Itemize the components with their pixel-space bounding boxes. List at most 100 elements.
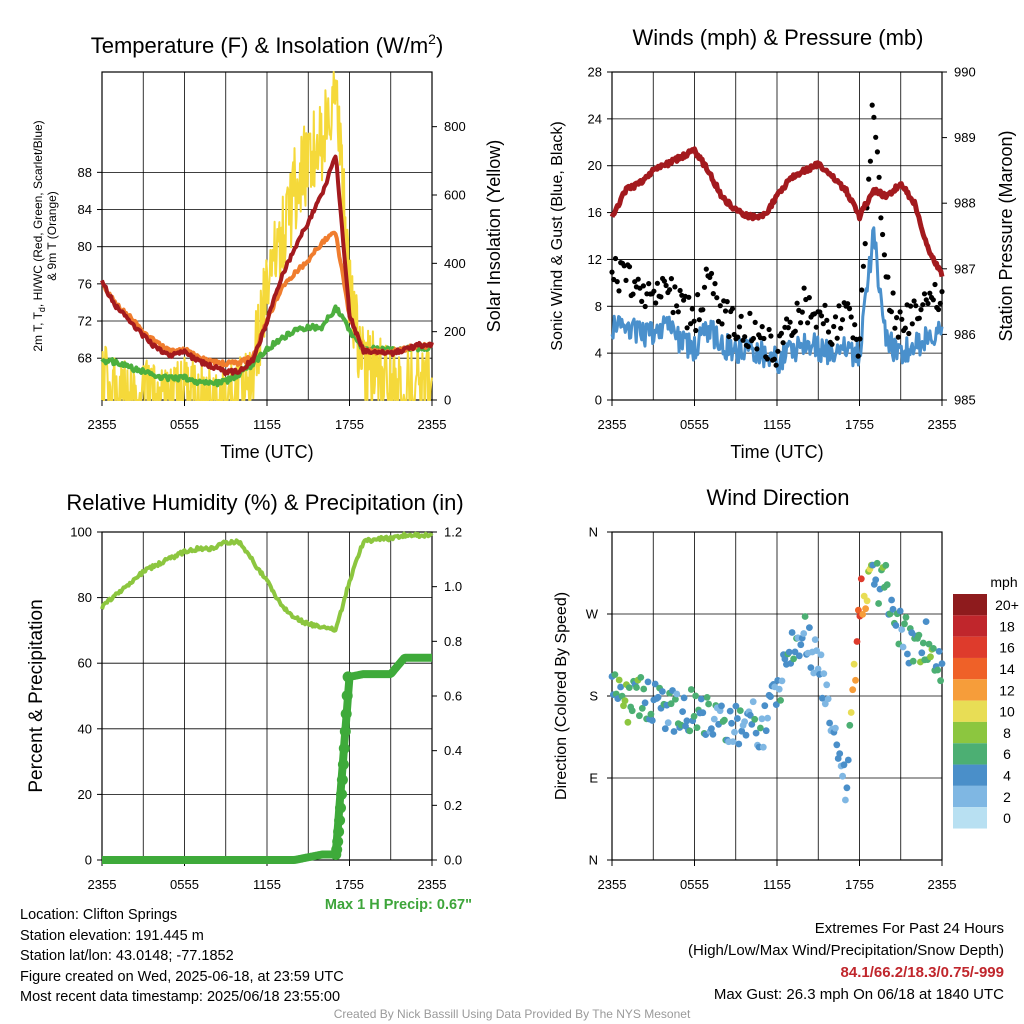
credit-text: Created By Nick Bassill Using Data Provi… [333,1007,691,1021]
wind-direction-point [687,686,695,693]
wind-direction-point [735,740,743,748]
colorbar-swatch [953,594,987,616]
gust-point [894,315,900,321]
wind-direction-point [840,761,848,769]
gust-point [909,321,915,327]
temp-title-superscript: 2 [428,31,436,47]
gust-point [691,318,697,324]
wind-direction-point [758,715,766,723]
temp-xtick-label: 2355 [418,417,447,432]
location-text: Location: Clifton Springs [20,907,178,923]
precip-point [331,844,343,856]
wind-direction-point [624,718,632,726]
latlon-text: Station lat/lon: 43.0148; -77.1852 [20,948,234,964]
wind-direction-point [817,651,825,659]
temp-xtick-label: 1755 [335,417,364,432]
wind-direction-point [855,606,862,614]
wdir-ytick-label: S [589,689,598,704]
wind-direction-point [843,784,851,792]
colorbar-swatch [953,721,987,744]
wind-direction-point [918,649,926,657]
gust-point [794,300,800,306]
gust-point [750,335,757,342]
wind-direction-point [731,728,738,736]
wind-direction-point [762,727,770,735]
wind-direction-point [654,693,662,701]
wdir-ytick-label: E [589,771,598,786]
temp-xtick-label: 1155 [253,417,281,432]
rh-ylabel: Percent & Precipitation [26,599,47,792]
gust-point [906,330,912,337]
wind-direction-point [896,607,904,615]
gust-point [670,309,676,316]
wind-direction-point [705,700,712,708]
wdir-ytick-label: N [589,525,598,540]
wind-direction-point [902,613,910,621]
rh-ytick-label: 100 [70,525,92,540]
gust-point [937,300,943,306]
colorbar-swatch [953,785,987,808]
colorbar-label: 12 [999,682,1015,698]
wind-direction-point [922,618,930,625]
wind-direction-point [686,727,694,735]
gust-point [684,325,690,331]
gust-point [890,290,896,296]
wind-direction-point [667,700,675,708]
wind-direction-point [832,724,839,732]
wind-direction-point [807,664,815,671]
colorbar-label: 2 [1003,789,1011,805]
rh-y2tick-label: 0.8 [444,634,462,649]
temp-ylabel-subscript: d [37,307,47,312]
wind-direction-point [640,685,648,693]
wind-direction-point [680,694,688,702]
gust-point [708,270,715,277]
wind-direction-point [795,652,803,660]
gust-point [939,289,945,295]
wind-direction-point [734,715,741,722]
gust-point [825,329,832,335]
wind-direction-point [611,671,619,678]
precip-point [341,690,353,702]
wind-direction-point [937,677,944,685]
wind-direction-point [875,600,882,607]
wind-direction-point [709,731,717,738]
precip-point [339,726,351,737]
gust-point [729,306,736,312]
wind-direction-point [659,688,666,695]
colorbar-swatch [953,636,987,658]
gust-point [845,301,851,307]
gust-point [834,335,840,341]
gust-point [867,158,874,164]
wind-direction-point [852,676,859,684]
gust-point [635,276,641,282]
gust-point [642,303,648,310]
gust-point [661,278,668,284]
colorbar-label: 18 [999,618,1015,634]
wind-direction-point [863,597,871,605]
wind-direction-point [764,714,771,722]
dewpoint-line [100,304,433,388]
wind-direction-point [806,624,813,631]
precip-point [334,814,346,826]
wind-direction-point [767,693,774,700]
extremes-desc: (High/Low/Max Wind/Precipitation/Snow De… [688,942,1004,959]
gust-point [747,310,753,316]
wind-direction-point [791,648,799,656]
rh-ytick-label: 20 [78,787,92,802]
gust-point [918,307,924,313]
wind-direction-point [883,581,891,589]
wind-direction-point [909,657,917,665]
wind-ytick-label: 12 [588,252,602,267]
wind-direction-point [919,639,927,647]
insolation-line [101,71,433,401]
wind-xtick-label: 2355 [928,417,957,432]
wind-direction-point [679,708,686,715]
wind-ytick-label: 28 [588,65,602,80]
wind-y2tick-label: 988 [954,196,976,211]
wind-direction-point [833,741,841,749]
wind-direction-point [710,715,718,723]
wind-direction-point [820,670,828,677]
wind-ylabel: Sonic Wind & Gust (Blue, Black) [549,121,566,350]
gust-point [609,269,615,275]
rh-y2tick-label: 0.0 [444,853,462,868]
